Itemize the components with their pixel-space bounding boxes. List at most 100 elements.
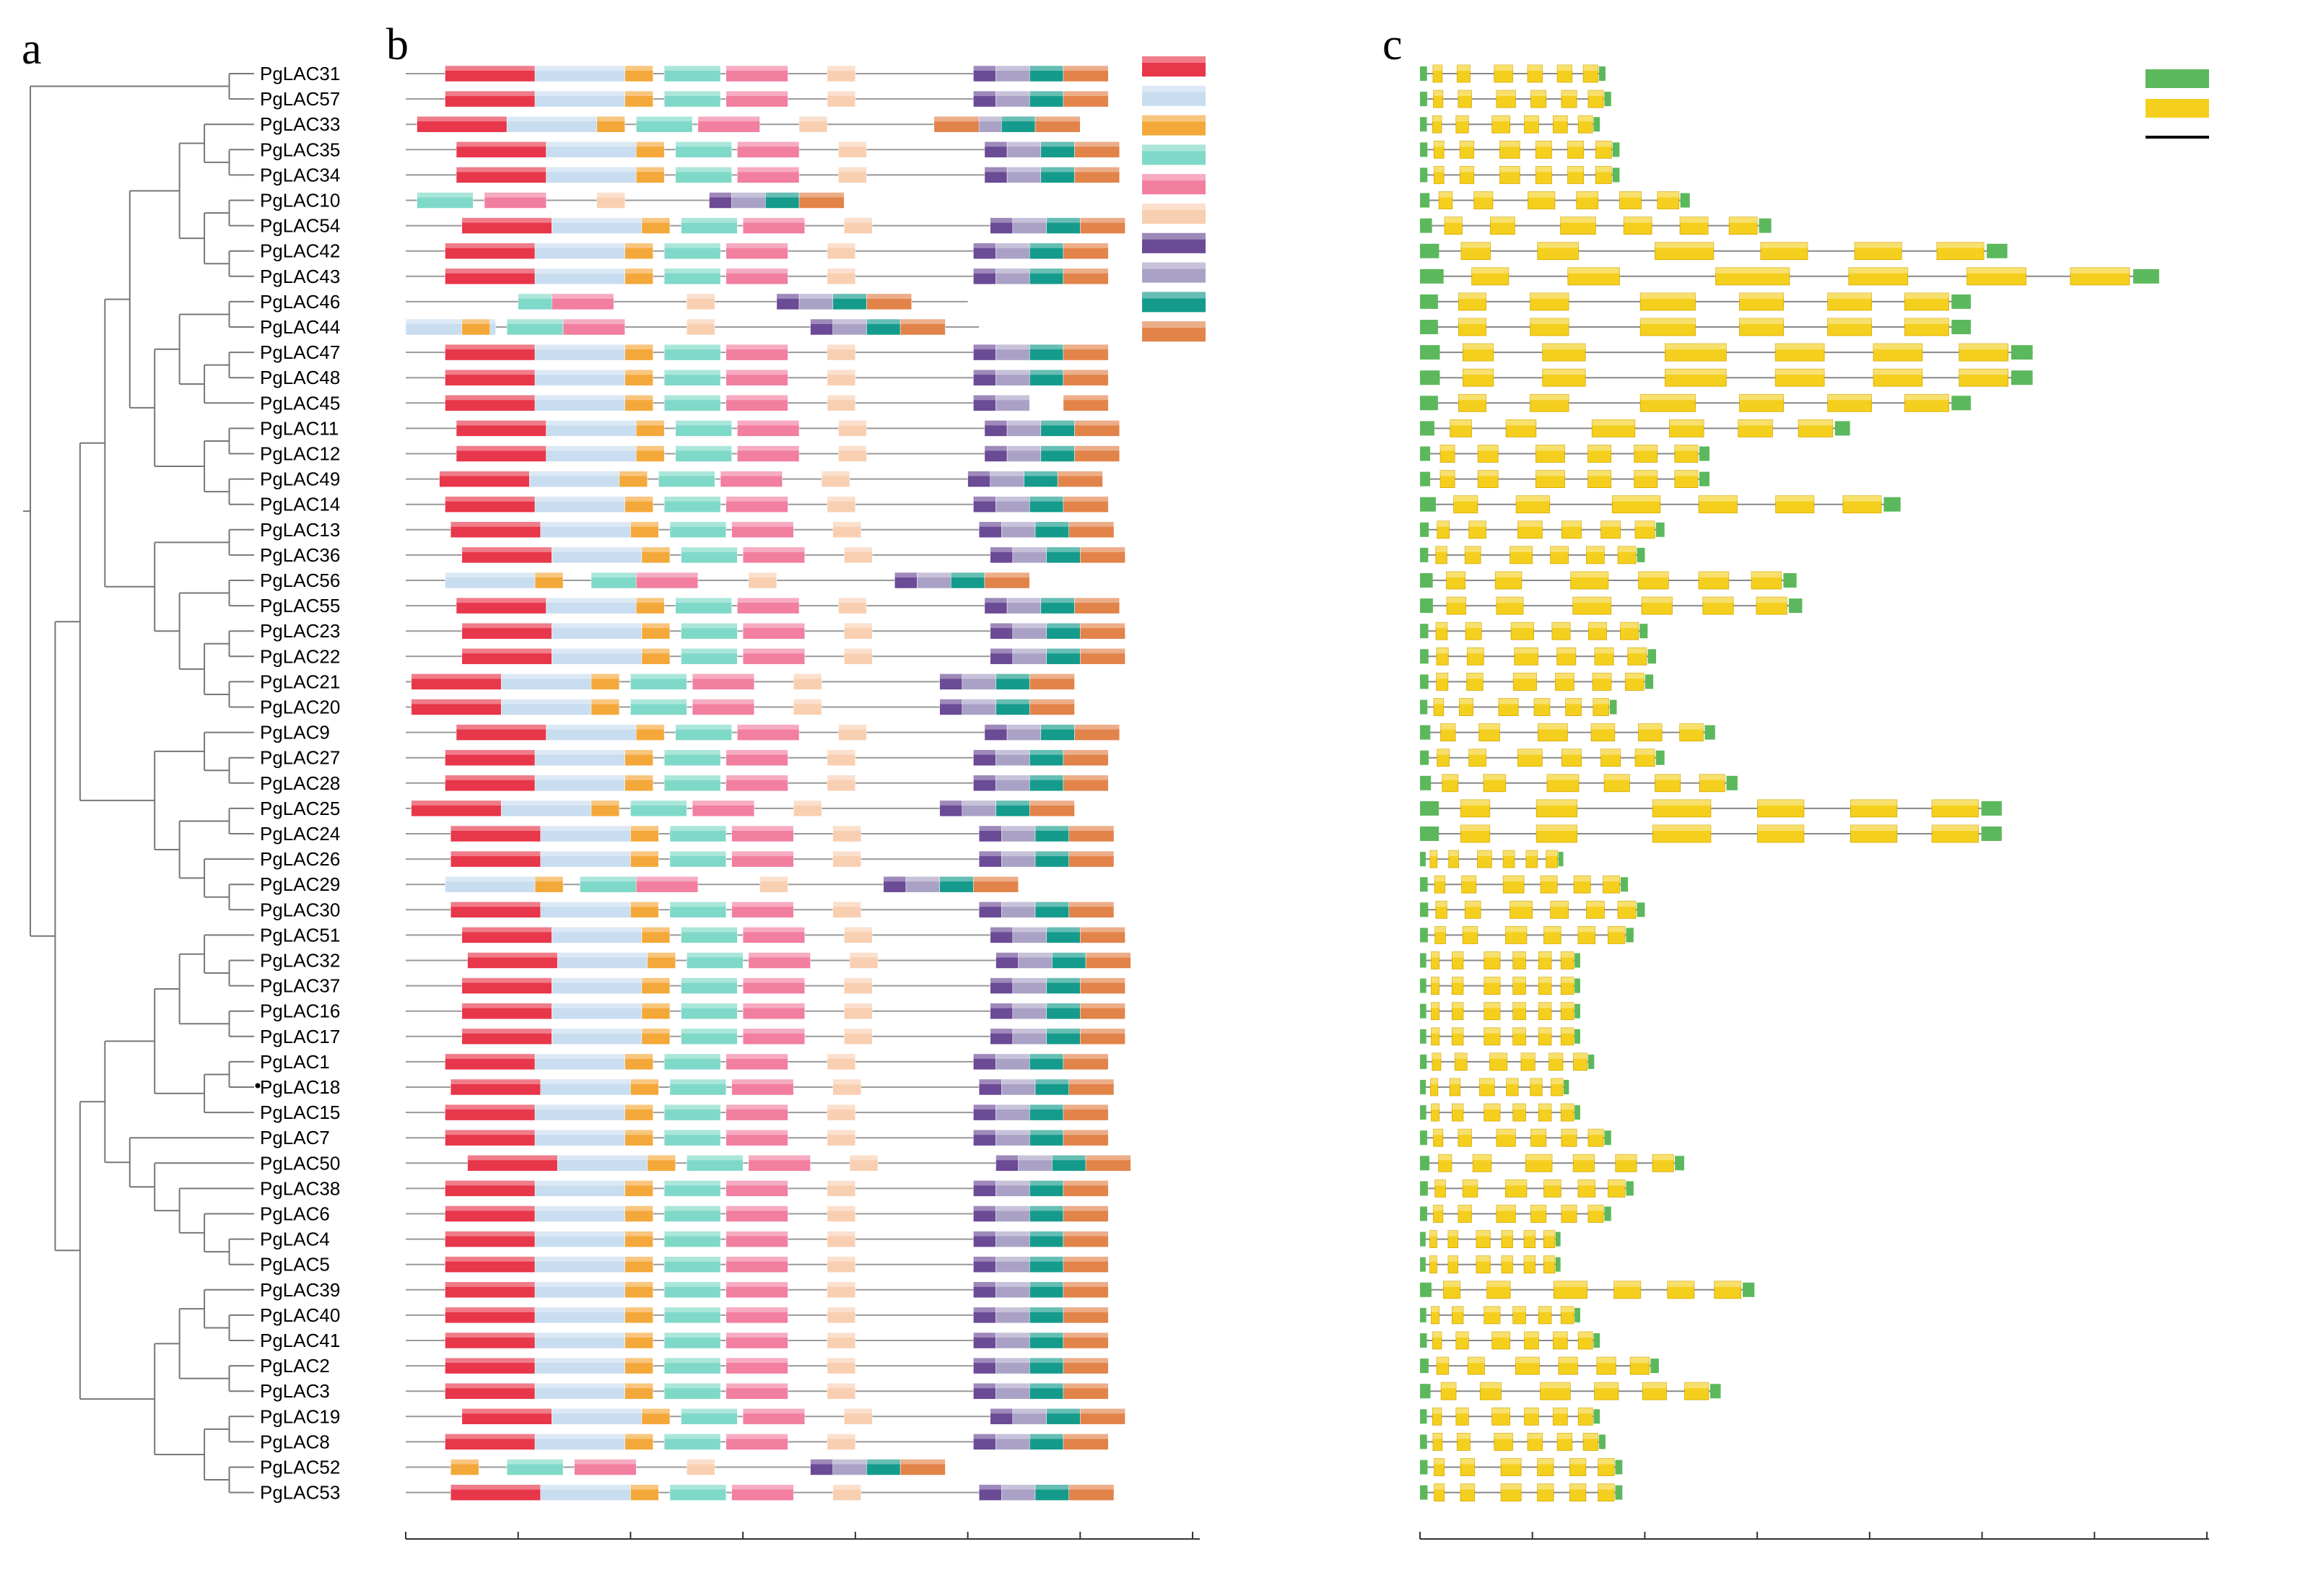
motif-box-shine xyxy=(844,1408,873,1414)
exon-shine xyxy=(1561,1129,1577,1135)
motif-box-shine xyxy=(1029,1383,1063,1389)
exon-shine xyxy=(1512,1027,1526,1034)
exon-shine xyxy=(1959,344,2008,350)
gene-label: PgLAC47 xyxy=(260,341,340,363)
exon-block xyxy=(1760,242,1808,261)
gene-label: PgLAC33 xyxy=(260,113,340,135)
utr-block xyxy=(1593,117,1600,132)
exon-block xyxy=(1438,191,1453,209)
motif-box-shine xyxy=(664,1434,720,1439)
exon-block xyxy=(1466,673,1484,691)
exon-block xyxy=(1560,1306,1574,1325)
exon-shine xyxy=(1587,470,1611,476)
gene-label: PgLAC28 xyxy=(260,772,340,794)
motif-box-shine xyxy=(827,1256,855,1262)
exon-block xyxy=(1499,140,1520,159)
motif-box-shine xyxy=(844,623,873,629)
exon-block xyxy=(1489,217,1515,235)
motif-box-shine xyxy=(1063,1053,1109,1059)
exon-shine xyxy=(1466,673,1484,679)
motif-box-shine xyxy=(445,775,536,780)
exon-shine xyxy=(1541,876,1558,882)
motif-box-shine xyxy=(827,1307,855,1312)
exon-shine xyxy=(1491,1332,1510,1338)
exon-block xyxy=(1638,571,1669,590)
motif-box-7 xyxy=(687,952,744,969)
motif-box-shine xyxy=(973,1333,996,1338)
motif-box-2 xyxy=(973,876,1019,893)
motif-box-7 xyxy=(663,1205,721,1222)
motif-box-shine xyxy=(1046,1408,1081,1414)
panel-label-a: a xyxy=(22,25,42,74)
motif-box-10 xyxy=(793,699,822,715)
exon-shine xyxy=(1873,369,1922,375)
motif-box-shine xyxy=(726,1307,788,1312)
motif-box-shine xyxy=(535,1256,625,1262)
motif-box-shine xyxy=(535,243,625,248)
motif-box-shine xyxy=(636,724,665,730)
exon-shine xyxy=(1431,1027,1439,1034)
motif-box-shine xyxy=(535,1104,625,1110)
exon-legend-swatch xyxy=(2146,99,2209,118)
motif-box-8 xyxy=(630,521,659,538)
gene-label: PgLAC14 xyxy=(260,494,340,515)
motif-box-shine xyxy=(973,370,996,375)
exon-block xyxy=(1699,774,1725,793)
exon-block xyxy=(1460,799,1491,818)
exon-shine xyxy=(1583,1433,1598,1439)
motif-box-shine xyxy=(973,876,1019,882)
exon-block xyxy=(1553,1281,1588,1299)
exon-shine xyxy=(1432,1052,1441,1059)
motif-box-2 xyxy=(1063,775,1109,792)
exon-shine xyxy=(1665,369,1727,375)
exon-block xyxy=(1594,647,1614,666)
exon-block xyxy=(1432,1433,1443,1451)
motif-box-2 xyxy=(866,293,912,310)
exon-block xyxy=(1471,267,1510,286)
motif-box-3 xyxy=(726,65,788,82)
motif-box-shine xyxy=(624,1053,653,1059)
motif-box-2 xyxy=(1063,1205,1109,1222)
exon-block xyxy=(1530,318,1569,336)
exon-shine xyxy=(1625,673,1645,679)
utr-block xyxy=(1574,978,1580,993)
motif-box-shine xyxy=(726,1333,788,1338)
exon-shine xyxy=(1798,419,1833,426)
motif-box-shine xyxy=(681,217,738,223)
exon-block xyxy=(1515,495,1551,514)
exon-shine xyxy=(1484,977,1500,983)
motif-box-shine xyxy=(467,1155,558,1161)
exon-block xyxy=(1555,673,1574,691)
exon-block xyxy=(1431,1002,1440,1021)
motif-box-shine xyxy=(866,319,901,324)
motif-box-3 xyxy=(726,90,788,108)
motif-box-8 xyxy=(461,318,491,336)
motif-box-7 xyxy=(681,546,738,564)
motif-box-2 xyxy=(1074,420,1120,437)
exon-block xyxy=(1587,1128,1604,1147)
exon-block xyxy=(1460,242,1491,261)
exon-shine xyxy=(1463,369,1494,375)
motif-box-shine xyxy=(445,91,536,97)
exon-shine xyxy=(1460,166,1474,173)
motif-box-shine xyxy=(838,445,867,451)
gene-label: PgLAC42 xyxy=(260,240,340,262)
motif-box-shine xyxy=(461,546,552,552)
motif-box-shine xyxy=(1012,648,1047,654)
exon-shine xyxy=(1463,1179,1478,1186)
motif-box-shine xyxy=(552,546,642,552)
exon-block xyxy=(1525,850,1538,868)
motif-structure-panel xyxy=(405,65,1131,1501)
exon-block xyxy=(1435,622,1448,640)
motif-box-shine xyxy=(552,623,642,629)
motif-legend-swatch-shine xyxy=(1142,115,1206,122)
exon-shine xyxy=(1560,217,1596,223)
motif-box-shine xyxy=(450,521,541,527)
motif-box-10 xyxy=(759,876,788,893)
motif-box-shine xyxy=(1040,724,1075,730)
exon-block xyxy=(1603,774,1630,793)
exon-block xyxy=(1567,140,1585,159)
exon-block xyxy=(1439,470,1455,488)
exon-shine xyxy=(1538,1306,1551,1312)
exon-shine xyxy=(1775,344,1825,350)
